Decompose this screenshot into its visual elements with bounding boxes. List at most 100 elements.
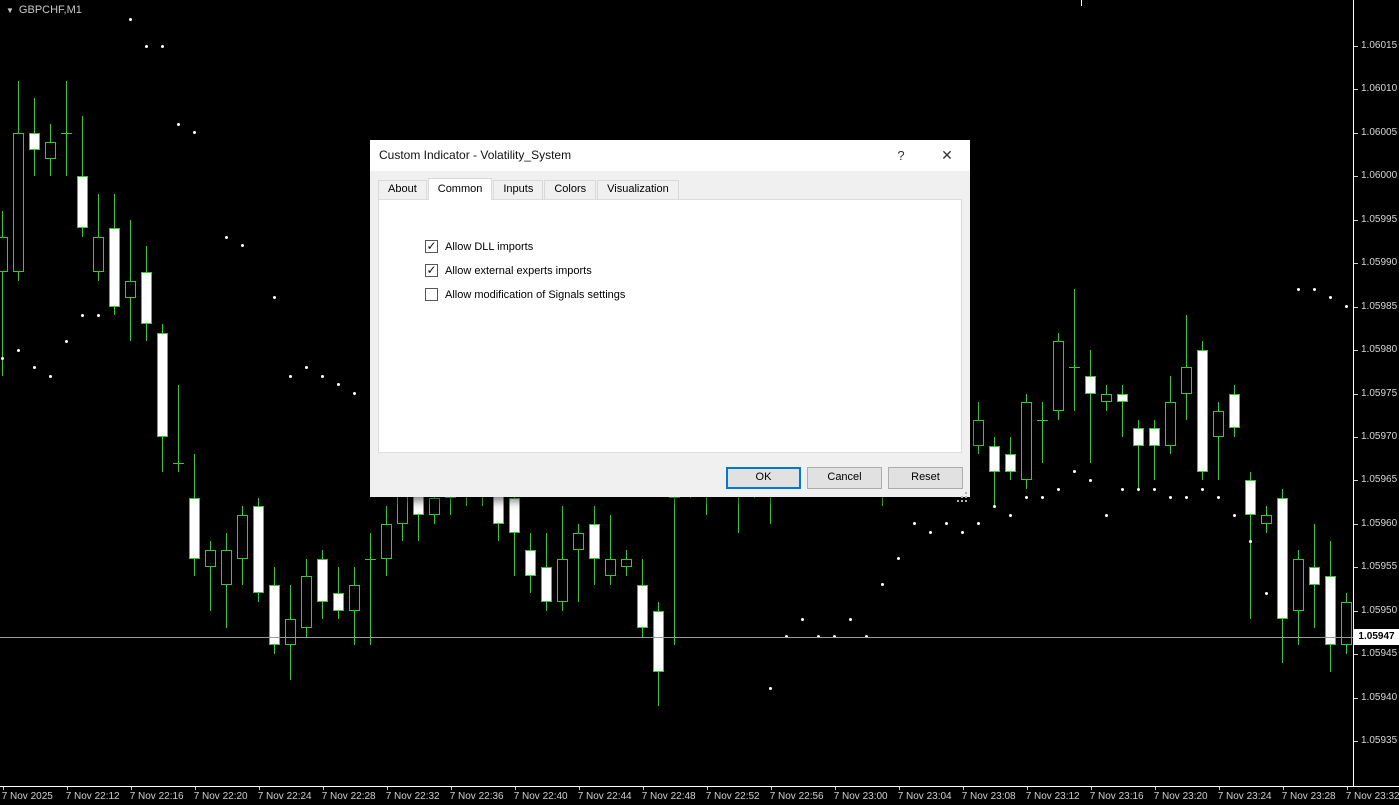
- candle-body: [189, 497, 201, 559]
- candle-wick: [66, 80, 68, 177]
- cancel-button[interactable]: Cancel: [807, 467, 882, 489]
- price-axis-tick: [1354, 567, 1358, 569]
- indicator-dot: [161, 44, 165, 48]
- candle-doji-body: [61, 132, 73, 134]
- price-axis-label: 1.06005: [1361, 126, 1398, 138]
- indicator-dot: [225, 235, 229, 239]
- tab-common[interactable]: Common: [427, 178, 493, 200]
- candle-doji-body: [1069, 367, 1081, 369]
- indicator-dot: [65, 339, 69, 343]
- time-axis-label: 7 Nov 22:32: [385, 791, 440, 802]
- candle-body: [205, 549, 217, 568]
- candle-wick: [578, 523, 580, 603]
- time-axis-label: 7 Nov 22:56: [769, 791, 824, 802]
- ok-button[interactable]: OK: [726, 467, 801, 489]
- price-axis-tick: [1354, 523, 1358, 525]
- time-axis-tick: [770, 787, 772, 790]
- indicator-dot: [897, 557, 901, 561]
- candle-body: [125, 280, 137, 298]
- indicator-dot: [1233, 513, 1237, 517]
- checkbox[interactable]: [425, 288, 438, 301]
- price-axis-tick: [1354, 393, 1358, 395]
- time-axis-tick: [1026, 787, 1028, 790]
- indicator-dot: [97, 313, 101, 317]
- candle-doji-body: [173, 463, 185, 465]
- candle-body: [557, 558, 569, 603]
- time-axis-border: [0, 786, 1399, 787]
- price-axis-tick: [1354, 176, 1358, 178]
- bid-price-line: [0, 636, 1353, 638]
- candle-wick: [2, 211, 4, 377]
- candle-body: [541, 567, 553, 603]
- indicator-dot: [1073, 470, 1077, 474]
- reset-button[interactable]: Reset: [888, 467, 963, 489]
- candle-body: [1197, 350, 1209, 472]
- tab-visualization[interactable]: Visualization: [597, 180, 679, 199]
- bid-price-tag: 1.05947: [1354, 628, 1399, 645]
- candle-body: [1021, 402, 1033, 481]
- candle-wick: [210, 541, 212, 611]
- time-axis-label: 7 Nov 23:32: [1345, 791, 1399, 802]
- indicator-dot: [1025, 496, 1029, 500]
- indicator-dot: [1345, 305, 1349, 309]
- resize-grip[interactable]: [965, 492, 967, 494]
- candle-doji-body: [1037, 419, 1049, 421]
- time-axis-label: 7 Nov 2025: [1, 791, 53, 802]
- candle-wick: [1250, 471, 1252, 620]
- help-icon[interactable]: ?: [897, 148, 905, 163]
- tab-colors[interactable]: Colors: [544, 180, 597, 199]
- candle-wick: [1186, 315, 1188, 420]
- candle-body: [141, 271, 153, 324]
- checkbox[interactable]: ✓: [425, 263, 438, 277]
- price-axis-tick: [1354, 89, 1358, 91]
- time-axis-tick: [1090, 787, 1092, 790]
- candle-body: [0, 237, 9, 272]
- candle-body: [221, 549, 233, 585]
- price-axis-label: 1.05980: [1361, 344, 1398, 356]
- candle-body: [13, 132, 25, 272]
- candle-body: [381, 523, 393, 559]
- indicator-dot: [1249, 539, 1253, 543]
- indicator-dot: [1217, 496, 1221, 500]
- indicator-dot: [49, 374, 53, 378]
- time-axis-label: 7 Nov 22:48: [641, 791, 696, 802]
- chart-area[interactable]: [0, 0, 1353, 786]
- price-axis-tick: [1354, 46, 1358, 47]
- price-axis-label: 1.06015: [1361, 40, 1398, 51]
- candle-wick: [1074, 289, 1076, 411]
- price-axis-tick: [1354, 610, 1358, 612]
- time-axis-label: 7 Nov 23:00: [833, 791, 888, 802]
- candle-body: [1181, 367, 1193, 394]
- candle-wick: [1138, 419, 1140, 490]
- dialog-titlebar[interactable]: Custom Indicator - Volatility_System ? ✕: [370, 140, 970, 171]
- indicator-dot: [353, 392, 357, 396]
- price-axis-tick: [1354, 263, 1358, 265]
- indicator-dot: [1313, 287, 1317, 291]
- price-axis-border: [1353, 0, 1354, 786]
- indicator-dot: [145, 44, 149, 48]
- price-axis-label: 1.05995: [1361, 213, 1398, 225]
- time-axis-tick: [706, 787, 708, 790]
- candle-body: [1101, 393, 1113, 403]
- chart-dropdown-icon[interactable]: ▼: [6, 5, 14, 15]
- tab-about[interactable]: About: [378, 180, 427, 199]
- candle-body: [157, 332, 169, 437]
- time-axis-tick: [2, 787, 4, 790]
- candle-body: [1117, 393, 1129, 403]
- indicator-dot: [17, 348, 21, 352]
- tab-inputs[interactable]: Inputs: [493, 180, 544, 199]
- time-axis-tick: [962, 787, 964, 790]
- time-axis-label: 7 Nov 22:52: [705, 791, 760, 802]
- checkbox[interactable]: ✓: [425, 239, 438, 253]
- common-tab-panel: ✓ Allow DLL imports ✓ Allow external expert…: [378, 199, 962, 453]
- candle-body: [509, 497, 521, 533]
- close-icon[interactable]: ✕: [941, 147, 953, 163]
- indicator-dot: [1057, 487, 1061, 491]
- checkbox-row: ✓ Allow external experts imports: [425, 264, 592, 277]
- candle-body: [973, 419, 985, 446]
- time-axis-tick: [898, 787, 900, 790]
- indicator-dot: [1329, 296, 1333, 300]
- candle-body: [285, 619, 297, 646]
- candle-body: [253, 506, 265, 594]
- candle-body: [1277, 497, 1289, 620]
